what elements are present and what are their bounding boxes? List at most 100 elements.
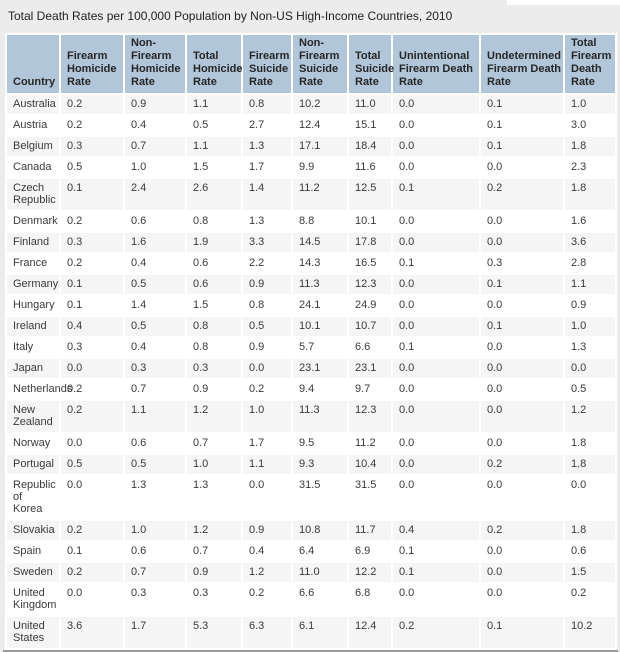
value-cell: 0.4 bbox=[125, 338, 185, 357]
country-cell: Austria bbox=[7, 116, 59, 135]
country-cell: France bbox=[7, 254, 59, 273]
value-cell: 0.0 bbox=[61, 359, 123, 378]
value-cell: 0.2 bbox=[243, 380, 291, 399]
value-cell: 0.5 bbox=[61, 455, 123, 474]
value-cell: 23.1 bbox=[293, 359, 347, 378]
value-cell: 0.1 bbox=[481, 617, 563, 648]
country-cell: Norway bbox=[7, 434, 59, 453]
value-cell: 14.3 bbox=[293, 254, 347, 273]
value-cell: 0.9 bbox=[125, 95, 185, 114]
value-cell: 0.0 bbox=[393, 584, 479, 615]
value-cell: 6.1 bbox=[293, 617, 347, 648]
column-header: Total Firearm Death Rate bbox=[565, 35, 615, 93]
value-cell: 0.0 bbox=[393, 233, 479, 252]
value-cell: 1.6 bbox=[125, 233, 185, 252]
value-cell: 6.4 bbox=[293, 542, 347, 561]
value-cell: 0.7 bbox=[187, 434, 241, 453]
value-cell: 0.0 bbox=[481, 212, 563, 231]
value-cell: 9.9 bbox=[293, 158, 347, 177]
value-cell: 0.1 bbox=[481, 317, 563, 336]
death-rates-table: Country Firearm Homicide Rate Non-Firearm … bbox=[5, 33, 617, 650]
value-cell: 0.2 bbox=[481, 521, 563, 540]
value-cell: 1.2 bbox=[187, 521, 241, 540]
value-cell: 0.5 bbox=[125, 317, 185, 336]
table-row: Denmark 0.2 0.6 0.8 1.3 8.8 10.1 0.0 0.0 1.6 bbox=[7, 212, 615, 231]
value-cell: 0.1 bbox=[393, 254, 479, 273]
country-cell: Ireland bbox=[7, 317, 59, 336]
value-cell: 0.1 bbox=[481, 137, 563, 156]
country-cell: Slovakia bbox=[7, 521, 59, 540]
value-cell: 1.4 bbox=[243, 179, 291, 210]
value-cell: 0.5 bbox=[125, 275, 185, 294]
value-cell: 0.1 bbox=[481, 95, 563, 114]
value-cell: 3.6 bbox=[565, 233, 615, 252]
value-cell: 1.6 bbox=[565, 212, 615, 231]
country-cell: United Kingdom bbox=[7, 584, 59, 615]
value-cell: 0.2 bbox=[243, 584, 291, 615]
value-cell: 2.7 bbox=[243, 116, 291, 135]
value-cell: 0.0 bbox=[481, 380, 563, 399]
value-cell: 0.4 bbox=[393, 521, 479, 540]
value-cell: 31.5 bbox=[349, 476, 391, 519]
value-cell: 6.3 bbox=[243, 617, 291, 648]
country-cell: Belgium bbox=[7, 137, 59, 156]
value-cell: 0.7 bbox=[125, 137, 185, 156]
value-cell: 0.8 bbox=[187, 212, 241, 231]
value-cell: 3.6 bbox=[61, 617, 123, 648]
value-cell: 0.0 bbox=[481, 476, 563, 519]
value-cell: 0.9 bbox=[565, 296, 615, 315]
value-cell: 0.0 bbox=[61, 584, 123, 615]
value-cell: 0.3 bbox=[481, 254, 563, 273]
value-cell: 11.2 bbox=[293, 179, 347, 210]
value-cell: 1.9 bbox=[187, 233, 241, 252]
value-cell: 11.0 bbox=[293, 563, 347, 582]
value-cell: 1.2 bbox=[243, 563, 291, 582]
value-cell: 0.3 bbox=[61, 137, 123, 156]
value-cell: 0.2 bbox=[61, 401, 123, 432]
value-cell: 0.0 bbox=[393, 137, 479, 156]
value-cell: 1.1 bbox=[125, 401, 185, 432]
value-cell: 1.5 bbox=[187, 158, 241, 177]
value-cell: 15.1 bbox=[349, 116, 391, 135]
value-cell: 0.7 bbox=[125, 380, 185, 399]
country-cell: Hungary bbox=[7, 296, 59, 315]
table-row: Czech Republic 0.1 2.4 2.6 1.4 11.2 12.5 0.1 0.2… bbox=[7, 179, 615, 210]
value-cell: 0.1 bbox=[393, 563, 479, 582]
value-cell: 0.0 bbox=[481, 296, 563, 315]
value-cell: 24.9 bbox=[349, 296, 391, 315]
value-cell: 0.0 bbox=[393, 158, 479, 177]
value-cell: 10.4 bbox=[349, 455, 391, 474]
table-row: Slovakia 0.2 1.0 1.2 0.9 10.8 11.7 0.4 0.2 1.8 bbox=[7, 521, 615, 540]
value-cell: 0.9 bbox=[243, 521, 291, 540]
value-cell: 0.0 bbox=[393, 401, 479, 432]
country-cell: Portugal bbox=[7, 455, 59, 474]
value-cell: 0.1 bbox=[393, 179, 479, 210]
value-cell: 1.0 bbox=[565, 95, 615, 114]
country-cell: Australia bbox=[7, 95, 59, 114]
value-cell: 11.0 bbox=[349, 95, 391, 114]
value-cell: 0.0 bbox=[393, 296, 479, 315]
table-row: Sweden 0.2 0.7 0.9 1.2 11.0 12.2 0.1 0.0 1.5 bbox=[7, 563, 615, 582]
value-cell: 23.1 bbox=[349, 359, 391, 378]
table-row: Belgium 0.3 0.7 1.1 1.3 17.1 18.4 0.0 0.1 1.8 bbox=[7, 137, 615, 156]
value-cell: 0.1 bbox=[393, 542, 479, 561]
value-cell: 0.0 bbox=[393, 212, 479, 231]
value-cell: 1.4 bbox=[125, 296, 185, 315]
value-cell: 0.0 bbox=[565, 359, 615, 378]
value-cell: 14.5 bbox=[293, 233, 347, 252]
value-cell: 0.0 bbox=[393, 476, 479, 519]
column-header: Undetermined Firearm Death Rate bbox=[481, 35, 563, 93]
value-cell: 11.3 bbox=[293, 401, 347, 432]
value-cell: 0.0 bbox=[481, 359, 563, 378]
value-cell: 6.6 bbox=[293, 584, 347, 615]
value-cell: 1.1 bbox=[243, 455, 291, 474]
value-cell: 0.0 bbox=[481, 158, 563, 177]
column-header: Unintentional Firearm Death Rate bbox=[393, 35, 479, 93]
value-cell: 1.2 bbox=[187, 401, 241, 432]
value-cell: 0.2 bbox=[61, 563, 123, 582]
value-cell: 10.8 bbox=[293, 521, 347, 540]
value-cell: 0.2 bbox=[61, 254, 123, 273]
table-row: Spain 0.1 0.6 0.7 0.4 6.4 6.9 0.1 0.0 0.6 bbox=[7, 542, 615, 561]
country-cell: Denmark bbox=[7, 212, 59, 231]
